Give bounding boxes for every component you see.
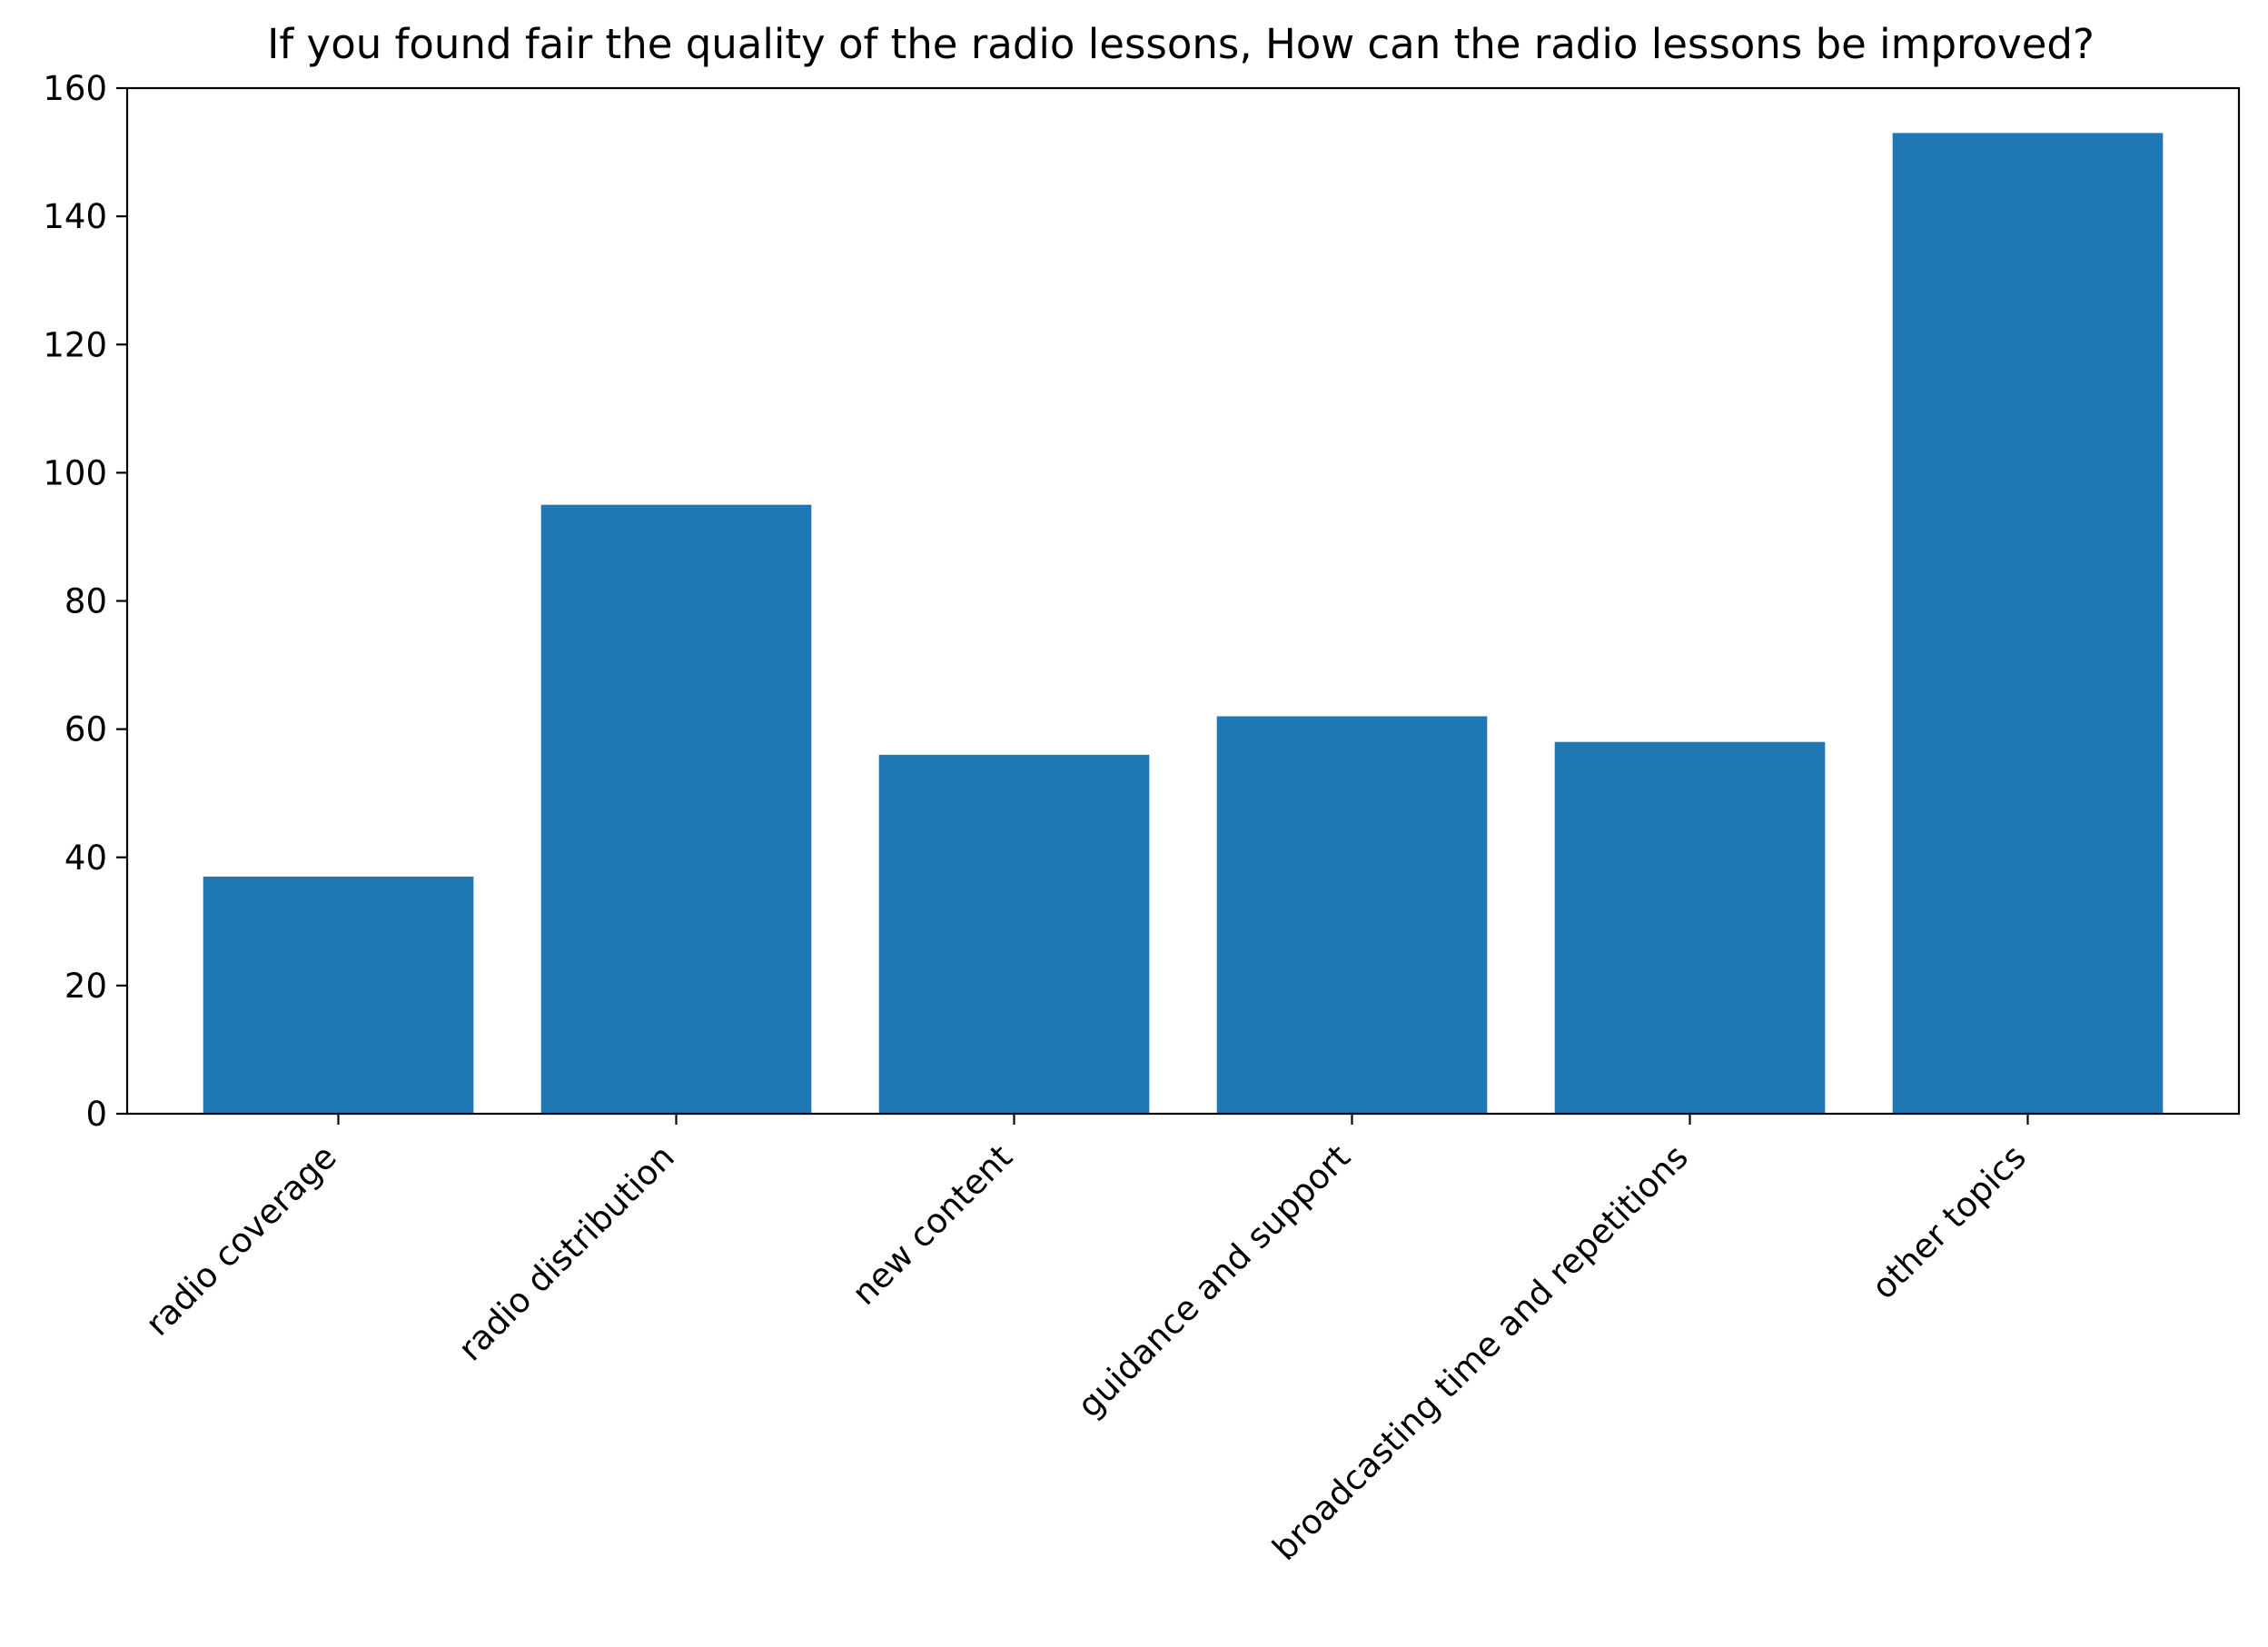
x-axis: radio coverage radio distribution new cont… <box>138 1114 2034 1568</box>
y-tick-label: 160 <box>43 69 107 108</box>
y-tick-label: 20 <box>64 967 107 1006</box>
y-tick-label: 0 <box>85 1095 107 1134</box>
x-tick-label: other topics <box>1864 1137 2034 1307</box>
bar-radio-distribution <box>540 504 812 1114</box>
plot-frame <box>125 86 2241 1116</box>
x-tick-label: radio coverage <box>138 1137 344 1344</box>
y-tick-label: 120 <box>43 325 107 364</box>
x-tick-label: broadcasting time and repetitions <box>1265 1137 1696 1568</box>
y-tick-label: 60 <box>64 710 107 749</box>
bar-other-topics <box>1892 133 2164 1114</box>
bar-radio-coverage <box>203 876 474 1114</box>
x-tick-label: guidance and support <box>1070 1137 1358 1425</box>
bar-new-content <box>878 754 1150 1114</box>
y-tick-label: 80 <box>64 582 107 621</box>
chart-title: If you found fair the quality of the rad… <box>267 20 2095 68</box>
bar-guidance-and-support <box>1216 716 1488 1114</box>
y-axis: 0 20 40 60 80 100 120 140 160 <box>43 69 127 1134</box>
y-tick-label: 100 <box>43 453 107 492</box>
x-tick-label: new content <box>845 1137 1020 1313</box>
y-tick-label: 40 <box>64 838 107 878</box>
y-tick-label: 140 <box>43 197 107 236</box>
bars-layer <box>203 133 2164 1114</box>
x-tick-label: radio distribution <box>451 1137 681 1368</box>
bar-broadcasting-time-and-repetitions <box>1554 741 1826 1114</box>
